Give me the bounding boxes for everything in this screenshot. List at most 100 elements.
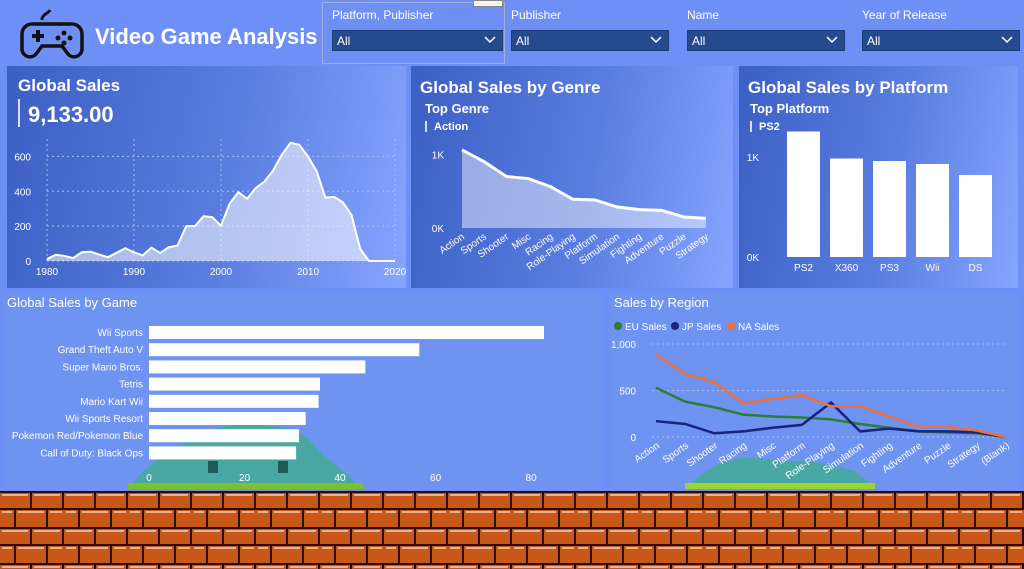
series-line — [655, 353, 1007, 439]
bar — [149, 343, 420, 357]
bar — [916, 164, 949, 257]
x-tick-label: Shooter — [685, 440, 721, 469]
y-tick-label: Pokemon Red/Pokemon Blue — [12, 431, 144, 442]
slicer-dropdown[interactable]: All — [511, 30, 669, 51]
region-panel[interactable]: Sales by Region 0 500 1,000 EU Sales JP Sale… — [610, 293, 1020, 489]
y-tick-label: Grand Theft Auto V — [58, 345, 144, 356]
series-line — [461, 148, 707, 220]
x-tick-label: 1980 — [36, 267, 59, 278]
x-tick-label: 2010 — [297, 267, 320, 278]
genre-panel[interactable]: Global Sales by Genre Top Genre Action 1… — [411, 66, 733, 288]
panel-title: Global Sales by Game — [7, 295, 138, 310]
bar — [149, 394, 319, 408]
legend-marker — [614, 322, 622, 330]
y-tick-label: 0K — [747, 253, 760, 264]
slicer-focus-frame — [322, 2, 505, 64]
series-line — [46, 141, 395, 262]
bar — [149, 360, 366, 374]
visual-header-icons[interactable] — [473, 0, 503, 7]
y-tick-label: 400 — [14, 187, 31, 198]
x-tick-label: 1990 — [123, 267, 146, 278]
slicer-value: All — [867, 34, 881, 48]
y-tick-label: Super Mario Bros. — [62, 362, 143, 373]
y-tick-label: 500 — [619, 387, 636, 398]
slicer-platform-publisher: Platform, Publisher All — [332, 8, 503, 52]
bar — [149, 326, 545, 339]
platform-panel[interactable]: Global Sales by Platform Top Platform PS… — [739, 66, 1018, 288]
hill-scenery — [685, 458, 875, 489]
slicer-publisher: Publisher All — [511, 8, 669, 52]
chevron-down-icon — [1001, 36, 1013, 44]
panel-title: Sales by Region — [614, 295, 709, 310]
slicer-value: All — [692, 34, 706, 48]
top-genre-value: Action — [434, 121, 469, 133]
x-tick-label: DS — [969, 263, 983, 274]
global-sales-chart: 0 200 400 600 1980 1990 2000 2010 2020 — [14, 139, 406, 278]
slicer-label: Platform, Publisher — [332, 8, 434, 22]
y-tick-label: 1,000 — [611, 340, 636, 351]
slicer-value: All — [337, 34, 351, 48]
x-tick-label: X360 — [835, 263, 859, 274]
top-genre-accent — [425, 121, 427, 132]
y-tick-label: 0 — [25, 257, 31, 268]
page-title: Video Game Analysis — [95, 24, 318, 49]
y-tick-label: Tetris — [119, 380, 143, 391]
top-platform-accent — [750, 121, 752, 132]
panel-title: Global Sales by Genre — [420, 78, 601, 97]
slicer-name: Name All — [687, 8, 845, 52]
slicer-label: Year of Release — [862, 8, 947, 22]
slicer-dropdown[interactable]: All — [332, 30, 503, 51]
y-tick-label: 1K — [747, 153, 760, 164]
bar — [830, 158, 863, 257]
bar — [149, 446, 297, 460]
brick-floor-decoration — [0, 491, 1024, 569]
y-tick-label: 0K — [432, 224, 445, 235]
slicer-value: All — [516, 34, 530, 48]
x-tick-label: 0 — [146, 473, 152, 484]
gamepad-icon — [20, 9, 84, 59]
y-tick-label: Mario Kart Wii — [80, 397, 143, 408]
panel-title: Global Sales — [18, 76, 121, 95]
y-tick-label: 1K — [432, 150, 445, 161]
legend-marker — [671, 322, 679, 330]
slicer-year-of-release: Year of Release All — [862, 8, 1020, 52]
global-sales-panel[interactable]: Global Sales 9,133.00 0 200 400 600 1980 1990… — [7, 66, 406, 288]
series-line — [655, 400, 1007, 439]
y-tick-label: Call of Duty: Black Ops — [40, 448, 143, 459]
x-tick-label: Racing — [717, 440, 749, 467]
panel-title: Global Sales by Platform — [748, 78, 949, 97]
slicer-dropdown[interactable]: All — [862, 30, 1020, 51]
x-tick-label: Strategy — [946, 440, 983, 470]
x-tick-label: 80 — [526, 473, 538, 484]
bar — [959, 175, 992, 257]
region-chart: 0 500 1,000 EU Sales JP Sales NA Sales Action S… — [611, 322, 1012, 482]
legend-marker — [727, 322, 735, 330]
chevron-down-icon — [826, 36, 838, 44]
x-tick-label: Wii — [926, 263, 940, 274]
chevron-down-icon — [650, 36, 662, 44]
x-tick-label: 2000 — [210, 267, 233, 278]
x-tick-label: PS3 — [880, 263, 899, 274]
bar — [149, 412, 306, 425]
y-tick-label: 200 — [14, 222, 31, 233]
legend-label: JP Sales — [682, 322, 721, 333]
game-chart: Wii Sports Grand Theft Auto V Super Mario … — [12, 326, 545, 484]
x-tick-label: (Blank) — [979, 440, 1011, 467]
x-tick-label: 2020 — [384, 267, 406, 278]
top-platform-value: PS2 — [759, 121, 780, 133]
slicer-label: Name — [687, 8, 720, 22]
bar — [149, 429, 299, 443]
slicer-dropdown[interactable]: All — [687, 30, 845, 51]
game-panel[interactable]: Global Sales by Game Wii Sports Grand The… — [3, 293, 602, 489]
y-tick-label: Wii Sports Resort — [65, 414, 143, 425]
chevron-down-icon — [484, 36, 496, 44]
bar — [149, 377, 320, 391]
x-tick-label: PS2 — [794, 263, 813, 274]
slicer-label: Publisher — [511, 8, 562, 22]
area-fill — [462, 149, 706, 228]
bar — [787, 131, 820, 257]
legend-label: NA Sales — [738, 322, 779, 333]
x-tick-label: 20 — [239, 473, 251, 484]
top-genre-label: Top Genre — [425, 101, 490, 116]
